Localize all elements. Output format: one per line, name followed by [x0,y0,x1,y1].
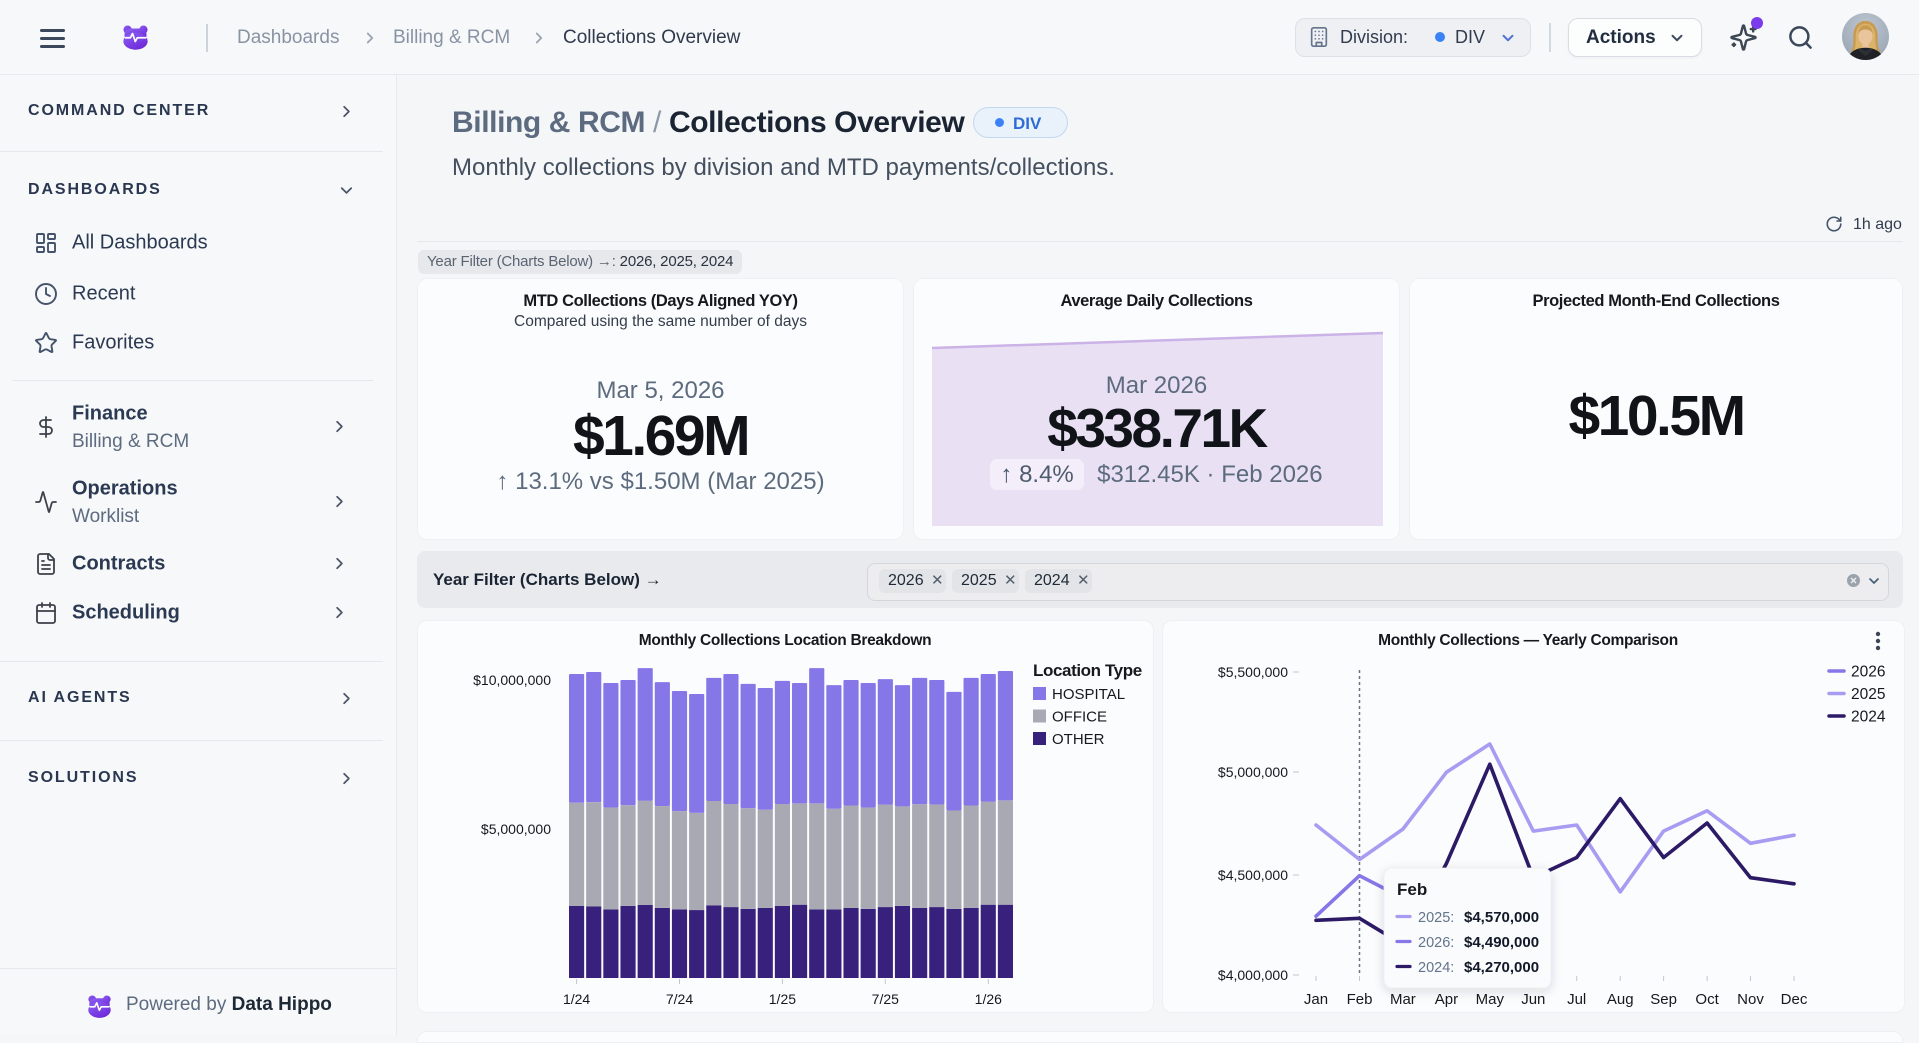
svg-text:2026:: 2026: [1418,935,1454,951]
svg-text:$10,000,000: $10,000,000 [473,672,551,688]
svg-text:$5,500,000: $5,500,000 [1218,664,1288,680]
svg-text:Location Type: Location Type [1033,661,1142,680]
svg-text:$4,000,000: $4,000,000 [1218,967,1288,983]
svg-text:Feb: Feb [1397,880,1427,899]
svg-text:Mar: Mar [1390,991,1416,1008]
svg-text:1/24: 1/24 [563,991,590,1007]
svg-text:1/26: 1/26 [975,991,1002,1007]
svg-text:Feb: Feb [1347,991,1373,1008]
svg-text:Jun: Jun [1521,991,1545,1008]
svg-text:Jul: Jul [1567,991,1586,1008]
svg-text:2025: 2025 [1851,686,1885,703]
svg-text:1/25: 1/25 [769,991,796,1007]
svg-text:OFFICE: OFFICE [1052,709,1107,726]
svg-text:2025:: 2025: [1418,910,1454,926]
svg-text:Apr: Apr [1435,991,1458,1008]
svg-text:Nov: Nov [1737,991,1764,1008]
svg-text:May: May [1476,991,1505,1008]
svg-text:$4,500,000: $4,500,000 [1218,867,1288,883]
svg-text:$5,000,000: $5,000,000 [1218,764,1288,780]
svg-text:$4,490,000: $4,490,000 [1464,934,1539,951]
svg-text:Jan: Jan [1304,991,1328,1008]
svg-text:$4,270,000: $4,270,000 [1464,959,1539,976]
svg-text:$5,000,000: $5,000,000 [481,821,551,837]
svg-text:2024: 2024 [1851,709,1886,726]
svg-text:7/25: 7/25 [872,991,899,1007]
svg-text:OTHER: OTHER [1052,731,1105,748]
svg-text:Oct: Oct [1695,991,1719,1008]
svg-text:Aug: Aug [1607,991,1634,1008]
svg-text:2024:: 2024: [1418,960,1454,976]
svg-text:Sep: Sep [1650,991,1677,1008]
svg-text:2026: 2026 [1851,664,1885,681]
svg-text:Dec: Dec [1781,991,1808,1008]
svg-text:Monthly Collections Location B: Monthly Collections Location Breakdown [639,632,932,649]
svg-text:Monthly Collections — Yearly C: Monthly Collections — Yearly Comparison [1378,632,1678,649]
svg-text:HOSPITAL: HOSPITAL [1052,686,1125,703]
svg-text:$4,570,000: $4,570,000 [1464,909,1539,926]
svg-text:7/24: 7/24 [666,991,693,1007]
